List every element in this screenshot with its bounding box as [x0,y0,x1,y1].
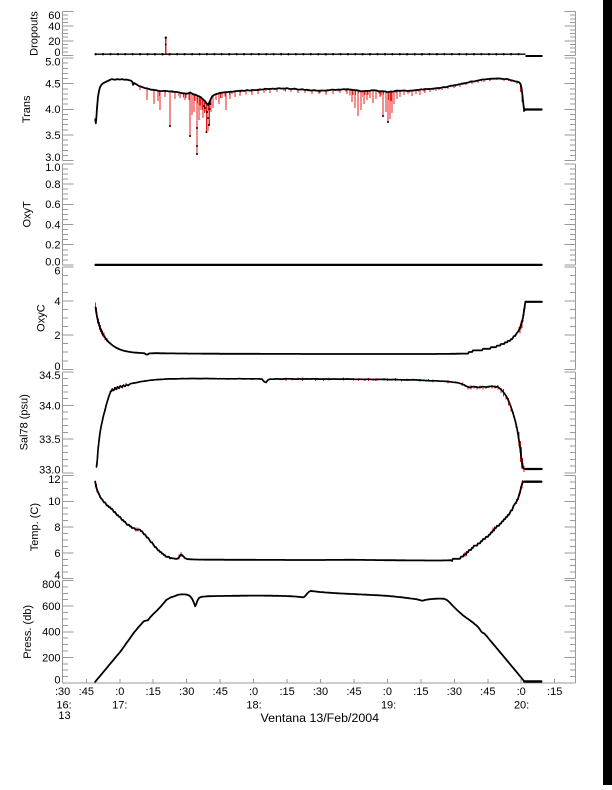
svg-text:13: 13 [58,710,70,722]
svg-text:OxyC: OxyC [35,304,47,332]
svg-text::45: :45 [480,686,495,698]
svg-text:0.4: 0.4 [45,219,60,231]
svg-text:5.0: 5.0 [45,56,60,68]
svg-text:60: 60 [48,10,60,22]
svg-text:OxyT: OxyT [22,201,34,228]
svg-text:3.0: 3.0 [45,152,60,164]
svg-text::30: :30 [447,686,462,698]
svg-text:Trans: Trans [21,95,33,123]
svg-text::45: :45 [213,686,228,698]
svg-text::15: :15 [146,686,161,698]
svg-text:0.8: 0.8 [45,179,60,191]
svg-text::0: :0 [517,686,526,698]
svg-text:19:: 19: [381,700,396,712]
svg-text:16:: 16: [56,700,71,712]
svg-text:0: 0 [54,361,60,373]
svg-text:4.0: 4.0 [45,104,60,116]
svg-text:33.0: 33.0 [39,464,60,476]
svg-text:4: 4 [54,296,60,308]
svg-text:20: 20 [48,36,60,48]
svg-text:18:: 18: [246,700,261,712]
svg-text::0: :0 [115,686,124,698]
svg-text:0.0: 0.0 [45,256,60,268]
svg-text:20:: 20: [514,700,529,712]
svg-text:400: 400 [42,627,60,639]
svg-text:8: 8 [54,522,60,534]
svg-text:600: 600 [42,601,60,613]
svg-text:0: 0 [54,675,60,687]
svg-text:34.0: 34.0 [39,400,60,412]
svg-text:40: 40 [48,21,60,33]
svg-text::15: :15 [413,686,428,698]
svg-text:12: 12 [48,474,60,486]
svg-text::0: :0 [249,686,258,698]
svg-text::15: :15 [279,686,294,698]
svg-text:2: 2 [54,330,60,342]
svg-text:Sal78 (psu): Sal78 (psu) [19,394,31,450]
svg-text::30: :30 [313,686,328,698]
svg-text:Ventana 13/Feb/2004: Ventana 13/Feb/2004 [261,711,380,725]
svg-text::0: :0 [383,686,392,698]
svg-text:6: 6 [54,548,60,560]
svg-text::15: :15 [547,686,562,698]
svg-text:Dropouts: Dropouts [29,11,41,56]
svg-text:3.5: 3.5 [45,130,60,142]
svg-text:200: 200 [42,652,60,664]
svg-text::45: :45 [79,686,94,698]
svg-text:800: 800 [42,579,60,591]
svg-text:Press. (db): Press. (db) [22,605,34,659]
svg-text:6: 6 [54,265,60,277]
svg-text:0: 0 [54,47,60,59]
svg-text::30: :30 [55,686,70,698]
svg-text:33.5: 33.5 [39,434,60,446]
svg-text:4: 4 [54,570,60,582]
svg-text:0.6: 0.6 [45,199,60,211]
svg-text:1.0: 1.0 [45,162,60,174]
svg-text:17:: 17: [112,700,127,712]
svg-text:34.5: 34.5 [39,370,60,382]
svg-text:10: 10 [48,496,60,508]
svg-text:Temp. (C): Temp. (C) [29,503,41,551]
svg-text:0.2: 0.2 [45,240,60,252]
svg-text:4.5: 4.5 [45,79,60,91]
svg-text::30: :30 [179,686,194,698]
svg-text::45: :45 [346,686,361,698]
